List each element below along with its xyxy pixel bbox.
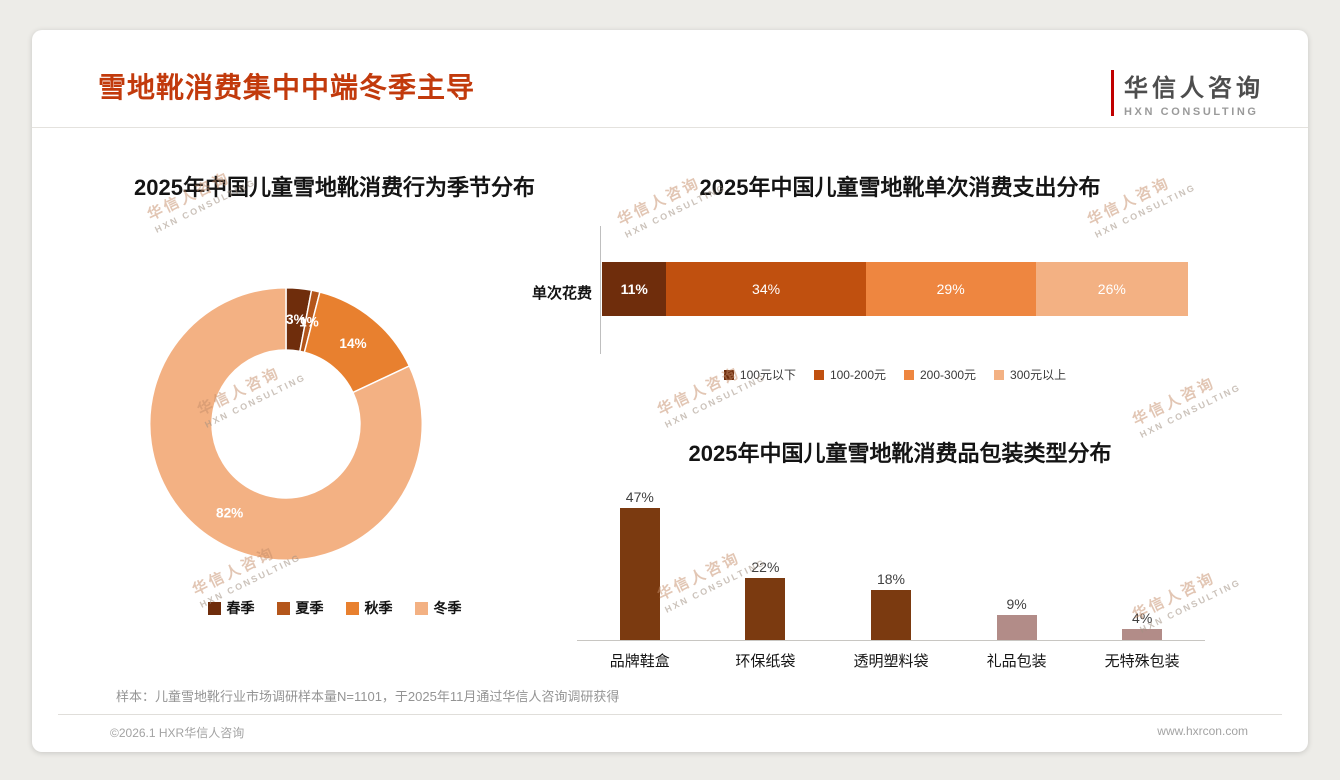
legend-label: 100-200元 [829,368,886,382]
category-label: 礼品包装 [986,653,1047,670]
packaging-column: 4% [1079,610,1205,640]
copyright: ©2026.1 HXR华信人咨询 [110,726,245,740]
bar-value-label: 22% [751,559,780,576]
logo-text-block: 华信人咨询 HXN CONSULTING [1124,68,1264,118]
legend-item: 200-300元 [904,366,976,383]
packaging-column: 9% [954,596,1080,640]
donut-label-冬季: 82% [216,506,243,521]
bar-value-label: 4% [1132,609,1153,626]
watermark-text: 华信人咨询 [654,364,744,419]
spend-segment-200-300元: 29% [865,262,1036,316]
legend-label: 秋季 [364,600,393,616]
donut-label-秋季: 14% [339,336,366,351]
spend-swatch [994,369,1005,380]
bar-环保纸袋 [745,578,786,640]
season-donut-svg: 3%1% 14% 82% [149,287,423,561]
footer-divider [58,714,1282,715]
logo-accent-bar [1111,70,1114,116]
bar-品牌鞋盒 [619,508,660,640]
season-swatch [414,601,428,615]
bar-value-label: 9% [1006,595,1027,612]
season-swatch [345,601,359,615]
slide-card: 雪地靴消费集中中端冬季主导 华信人咨询 HXN CONSULTING 2025年… [32,30,1308,752]
website-url: www.hxrcon.com [1157,724,1248,738]
spend-segment-300元以上: 26% [1035,262,1188,316]
legend-item: 300元以上 [994,366,1066,383]
watermark: 华信人咨询 HXN CONSULTING [654,352,768,430]
spend-chart-title: 2025年中国儿童雪地靴单次消费支出分布 [699,175,1101,200]
bar-无特殊包装 [1122,628,1163,640]
company-logo: 华信人咨询 HXN CONSULTING [1111,68,1264,118]
bar-value-label: 18% [876,570,905,587]
packaging-chart-title: 2025年中国儿童雪地靴消费品包装类型分布 [688,441,1112,466]
donut-label-春季: 3% [286,312,306,327]
legend-label: 300元以上 [1010,368,1067,382]
sample-note: 样本：儿童雪地靴行业市场调研样本量N=1101，于2025年11月通过华信人咨询… [116,689,620,704]
legend-label: 春季 [226,600,255,616]
legend-item: 春季 [207,598,255,618]
packaging-column: 22% [703,559,829,640]
packaging-column: 18% [828,571,954,640]
legend-item: 100-200元 [813,366,886,383]
spend-swatch [904,369,914,380]
spend-swatch [723,369,734,380]
category-label: 环保纸袋 [735,653,796,670]
logo-subtitle: HXN CONSULTING [1124,106,1259,118]
legend-label: 冬季 [433,600,462,616]
spend-row-label: 单次花费 [531,285,592,302]
legend-label: 100元以下 [739,368,796,382]
packaging-bars: 47% 22% 18% 9% 4% [577,482,1205,641]
spend-segment-100元以下: 11% [602,262,667,316]
spend-stacked-bar: 11% 34% 29% 26% [602,262,1188,316]
season-legend: 春季 夏季 秋季 冬季 [62,598,607,618]
packaging-column: 47% [577,489,703,640]
watermark-subtext: HXN CONSULTING [1138,382,1243,440]
bar-礼品包装 [996,614,1037,640]
legend-label: 夏季 [295,600,324,616]
category-label: 无特殊包装 [1104,653,1180,670]
season-swatch [276,601,290,615]
legend-item: 夏季 [276,598,324,618]
season-chart-title: 2025年中国儿童雪地靴消费行为季节分布 [134,175,535,200]
donut-slice-冬季 [149,287,423,561]
spend-axis-line [600,226,601,354]
spend-segment-100-200元: 34% [666,262,866,316]
header-divider [32,127,1308,128]
spend-swatch [813,369,824,380]
season-donut-chart: 3% 1% 14% 82% [140,278,432,570]
page-title: 雪地靴消费集中中端冬季主导 [98,72,476,103]
legend-item: 100元以下 [723,366,796,383]
logo-name: 华信人咨询 [1124,75,1264,102]
spend-legend: 100元以下 100-200元 200-300元 300元以上 [602,366,1188,383]
packaging-labels: 品牌鞋盒 环保纸袋 透明塑料袋 礼品包装 无特殊包装 [577,650,1205,671]
bar-透明塑料袋 [870,589,911,640]
legend-item: 冬季 [414,598,462,618]
category-label: 品牌鞋盒 [609,653,670,670]
donut-label-夏季: 1% [299,314,319,329]
legend-item: 秋季 [345,598,393,618]
category-label: 透明塑料袋 [853,653,929,670]
bar-value-label: 47% [625,489,654,506]
season-swatch [207,601,221,615]
legend-label: 200-300元 [920,368,977,382]
